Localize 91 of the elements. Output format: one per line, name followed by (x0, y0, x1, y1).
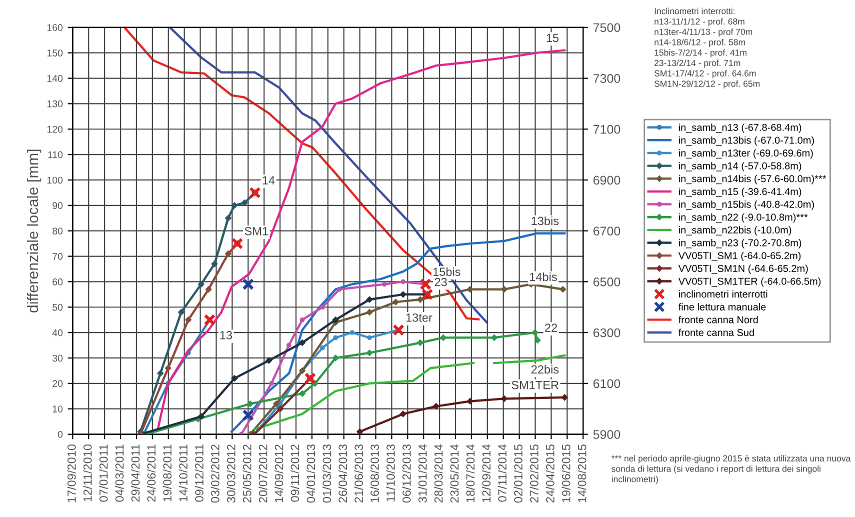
y-tick-label: 10 (52, 406, 63, 412)
legend-label: in_samb_n13 (-67.8-68.4m) (679, 124, 802, 133)
legend-label: inclinometri interrotti (679, 290, 768, 298)
y-tick-label: 60 (52, 278, 63, 286)
x-tick-label: 14/10/2011 (178, 444, 188, 502)
x-tick-label: 14/08/2015 (578, 444, 586, 502)
annotation: 14bis (530, 272, 557, 282)
y-tick-label: 40 (52, 329, 63, 336)
y-tick-label: 120 (47, 126, 63, 133)
y-tick-label: 150 (47, 50, 63, 56)
y-tick-label: 20 (52, 380, 63, 388)
x-tick-label: 21/06/2013 (354, 444, 363, 502)
legend-label: in_samb_n14bis (-57.6-60.0m)*** (679, 174, 826, 184)
x-tick-label: 24/06/2011 (146, 444, 156, 502)
annotation: 13ter (406, 313, 432, 322)
x-tick-label: 11/10/2013 (386, 444, 395, 502)
legend-label: in_samb_n23 (-70.2-70.8m) (679, 239, 802, 248)
x-tick-label: 09/12/2011 (194, 444, 204, 502)
x-tick-label: 04/01/2013 (306, 444, 316, 503)
legend-label: fine lettura manuale (678, 303, 766, 310)
x-tick-label: 02/01/2015 (514, 444, 522, 503)
legend-label: VV05TI_SM1 (-64.0-65.2m) (678, 252, 801, 262)
y2-tick-label: 7300 (593, 74, 620, 83)
x-tick-label: 29/04/2011 (130, 444, 140, 502)
x-tick-label: 07/01/2011 (99, 444, 108, 502)
y2-tick-label: 6100 (593, 379, 620, 388)
annotation: 22bis (531, 364, 559, 374)
y2-tick-label: 6900 (593, 176, 620, 185)
x-tick-label: 23/05/2014 (450, 444, 459, 502)
y-tick-label: 0 (58, 431, 63, 438)
y-axis-title: differenziale locale [mm] (26, 150, 42, 312)
y-tick-label: 50 (52, 304, 63, 311)
y-tick-label: 140 (47, 74, 63, 82)
y-tick-label: 80 (52, 228, 63, 234)
y2-tick-label: 5900 (593, 430, 620, 439)
annotation: 22 (545, 324, 558, 332)
x-tick-label: 06/12/2013 (402, 444, 411, 503)
y2-tick-label: 6700 (593, 226, 620, 236)
annotation: SM1TER (512, 380, 558, 390)
annotation: 14 (262, 176, 275, 184)
x-tick-label: 01/03/2013 (322, 444, 332, 503)
legend-label: in_samb_n15bis (-40.8-42.0m) (679, 200, 814, 210)
x-tick-label: 25/05/2012 (242, 444, 252, 502)
y-tick-label: 100 (47, 176, 63, 184)
y-tick-label: 30 (52, 354, 63, 362)
x-tick-label: 14/09/2012 (274, 444, 284, 502)
legend-label: in_samb_n13bis (-67.0-71.0m) (679, 136, 814, 146)
y-tick-label: 90 (52, 202, 63, 210)
x-tick-label: 07/11/2014 (498, 444, 507, 502)
x-tick-label: 18/07/2014 (466, 444, 475, 502)
x-tick-label: 26/04/2013 (338, 444, 348, 502)
y2-tick-label: 6500 (593, 278, 620, 286)
legend-label: VV05TI_SM1TER (-64.0-66.5m) (678, 277, 821, 287)
legend-label: in_samb_n22 (-9.0-10.8m)*** (679, 213, 808, 223)
legend-label: VV05TI_SM1N (-64.6-65.2m) (678, 264, 808, 274)
x-tick-label: 16/08/2013 (370, 444, 379, 502)
x-tick-label: 24/04/2015 (546, 444, 554, 502)
annotation: 15 (546, 34, 559, 42)
x-tick-label: 19/08/2011 (162, 444, 172, 502)
x-tick-label: 12/09/2014 (482, 444, 491, 502)
x-tick-label: 20/07/2012 (258, 444, 268, 502)
legend-label: in_samb_n13ter (-69.0-69.6m) (679, 149, 813, 159)
text: *** nel periodo aprile-giugno 2015 è stata utilizzata una nuova sonda di lettura (si vedano i report di lettura dei singoli inclinometri) (611, 454, 851, 484)
x-tick-label: 27/02/2015 (530, 444, 538, 502)
legend-label: in_samb_n14 (-57.0-58.8m) (679, 162, 802, 172)
annotation: 15bis (433, 267, 460, 276)
x-tick-label: 28/03/2014 (434, 444, 443, 502)
x-tick-label: 03/02/2012 (210, 444, 220, 503)
x-tick-label: 04/03/2011 (115, 444, 124, 502)
text: Inclinometri interrotti: n13-11/1/12 - prof. 68m n13ter-4/11/13 - prof 70m n14-18/6/12 - prof. 58m 15bis-7/2/14 - prof. 41m 23-13/2/14 - prof. 71m SM1-17/4/12 - prof. 64.6m SM1N-29/12/12 - prof. 65m (654, 8, 760, 89)
x-tick-label: 09/11/2012 (290, 444, 300, 502)
annotation: 23 (434, 278, 447, 286)
x-tick-label: 19/06/2015 (562, 444, 570, 502)
annotation: 13 (220, 331, 232, 340)
legend-label: fronte canna Nord (678, 316, 758, 324)
y-tick-label: 160 (47, 24, 63, 32)
x-tick-label: 31/01/2014 (418, 444, 427, 503)
x-tick-label: 12/11/2010 (83, 444, 92, 502)
y2-tick-label: 7100 (593, 124, 620, 134)
legend-label: in_samb_n22bis (-10.0m) (679, 226, 792, 236)
legend-label: fronte canna Sud (678, 328, 754, 336)
annotation: 13bis (532, 216, 559, 226)
legend-label: in_samb_n15 (-39.6-41.4m) (679, 188, 802, 198)
y2-tick-label: 7500 (593, 23, 620, 32)
x-tick-label: 30/03/2012 (226, 444, 236, 503)
annotation: SM1 (244, 226, 268, 236)
y2-tick-label: 6300 (593, 328, 620, 338)
y-tick-label: 130 (47, 100, 63, 108)
y-tick-label: 70 (52, 253, 63, 260)
x-tick-label: 17/09/2010 (67, 444, 76, 502)
y-tick-label: 110 (48, 151, 63, 158)
